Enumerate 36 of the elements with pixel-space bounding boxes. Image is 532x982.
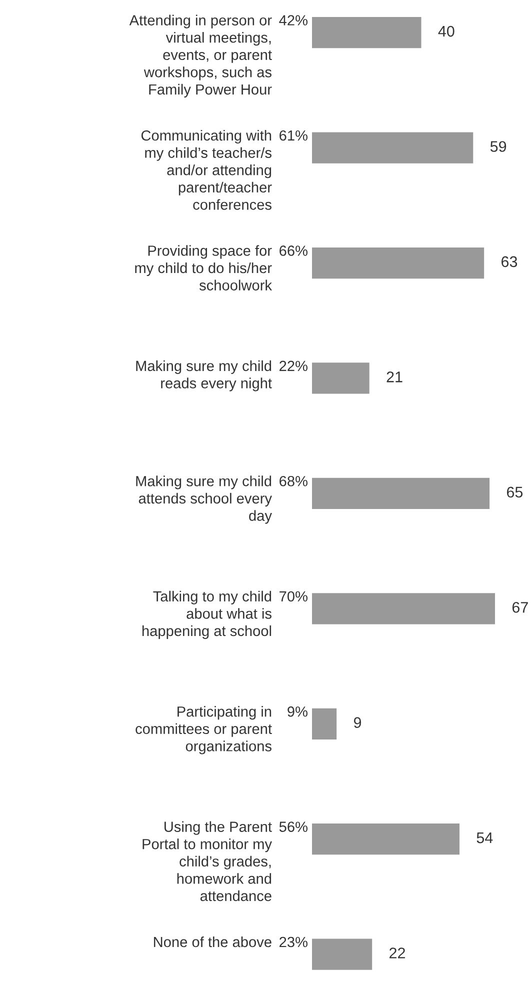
y-tick-label: Making sure my child reads every night <box>136 360 272 392</box>
bar <box>312 824 460 855</box>
bar <box>312 362 370 394</box>
bar <box>312 708 337 740</box>
text: 9% <box>288 706 308 717</box>
data-label: 59 <box>490 141 506 152</box>
data-label: 9 <box>354 717 362 728</box>
data-label: 65 <box>506 486 523 498</box>
data-label: 21 <box>386 372 402 382</box>
data-label: 54 <box>476 832 493 844</box>
bar <box>312 593 495 624</box>
y-tick-label: None of the above <box>154 936 272 948</box>
text: 61% <box>280 130 308 141</box>
text: 23% <box>280 936 308 948</box>
y-tick-label: Making sure my child attends school every day <box>136 476 272 524</box>
data-label: 40 <box>438 26 454 37</box>
bar <box>312 17 422 48</box>
text: 70% <box>280 591 308 602</box>
text: 42% <box>279 15 308 26</box>
bar <box>312 938 372 970</box>
data-label: 67 <box>512 602 528 613</box>
bar <box>312 132 474 164</box>
text: 68% <box>280 476 308 486</box>
y-tick-label: Communicating with my child’s teacher/s and/or attending parent/teacher conferences <box>141 130 272 210</box>
text: 22% <box>280 360 308 372</box>
y-tick-label: Providing space for my child to do his/her schoolwork <box>135 245 272 290</box>
text: 66% <box>280 246 308 256</box>
data-label: 63 <box>502 256 518 268</box>
data-label: 22 <box>390 948 405 958</box>
text: 56% <box>279 822 308 832</box>
y-tick-label: Using the Parent Portal to monitor my child’s grades, homework and attendance <box>142 821 272 902</box>
y-tick-label: Talking to my child about what is happening at school <box>142 590 272 639</box>
y-tick-label: Participating in committees or parent organizations <box>136 706 272 754</box>
y-tick-label: Attending in person or virtual meetings, events, or parent workshops, such as Family Power Hour <box>129 14 272 98</box>
bar <box>312 478 490 510</box>
bar <box>312 247 484 279</box>
